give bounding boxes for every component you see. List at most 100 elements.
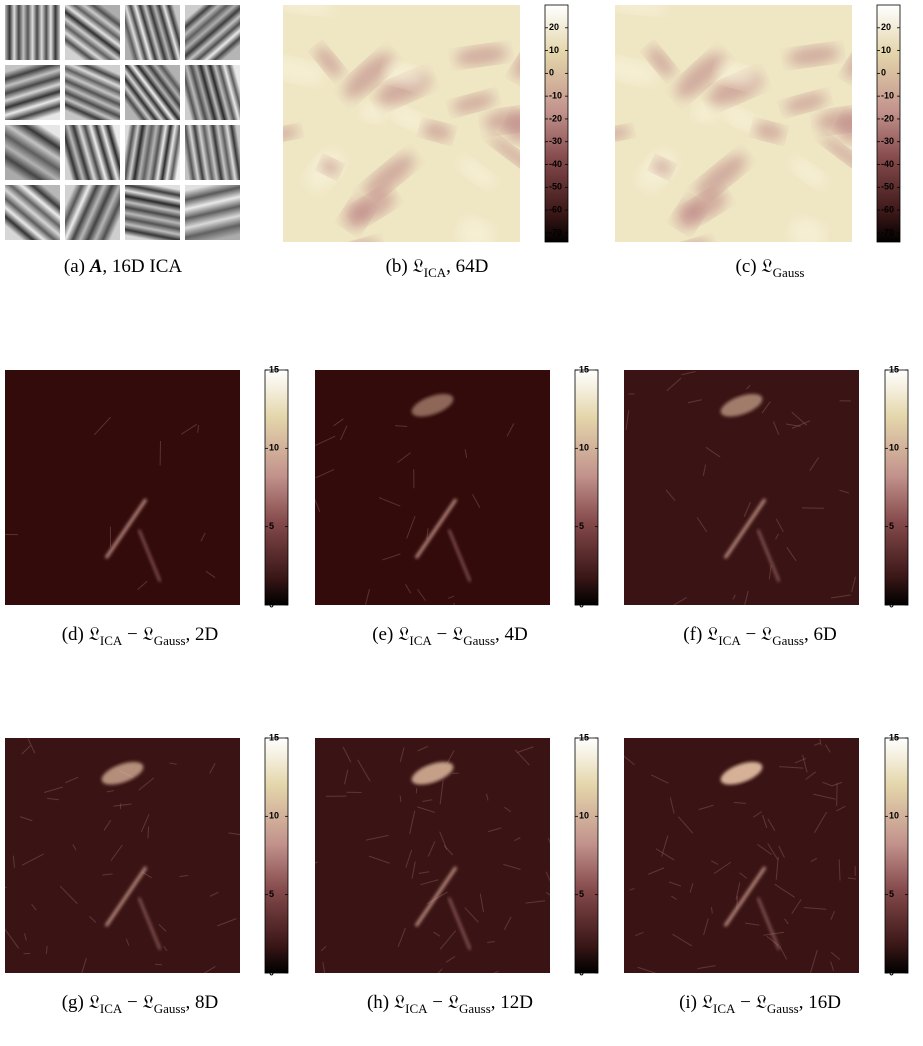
caption-part: , 16D ICA bbox=[102, 256, 182, 277]
filter-patch bbox=[125, 65, 180, 120]
caption-part: − 𝔏 bbox=[428, 992, 459, 1013]
caption-part: (g) bbox=[62, 992, 89, 1013]
caption-part: ICA bbox=[713, 1001, 736, 1016]
panel: (a) A, 16D ICA bbox=[5, 5, 240, 277]
caption-part: ICA bbox=[424, 265, 447, 280]
colorbar-tick-label: -20 bbox=[881, 113, 894, 123]
heatmap-streak bbox=[617, 531, 624, 535]
caption-part: − 𝔏 bbox=[741, 624, 772, 645]
caption-part: Gauss bbox=[463, 633, 495, 648]
filter-patch bbox=[185, 5, 240, 60]
colorbar-tick-label: -40 bbox=[881, 159, 894, 169]
colorbar-tick-label: -10 bbox=[881, 91, 894, 101]
caption-part: , 12D bbox=[491, 992, 533, 1013]
caption-part: , 8D bbox=[186, 992, 219, 1013]
figure: (a) A, 16D ICA20100-10-20-30-40-50-60-70… bbox=[0, 0, 923, 1046]
caption-part: Gauss bbox=[773, 265, 805, 280]
panel: 051015(h) 𝔏ICA − 𝔏Gauss, 12D bbox=[301, 732, 598, 1016]
caption-part: 𝔏 bbox=[394, 992, 405, 1013]
caption: (a) A, 16D ICA bbox=[64, 256, 183, 277]
colorbar-tick-label: 10 bbox=[269, 443, 279, 453]
colorbar-tick-label: -70 bbox=[881, 227, 894, 237]
caption-part: (e) bbox=[372, 624, 398, 645]
panel: 20100-10-20-30-40-50-60-70(b) 𝔏ICA, 64D bbox=[264, 0, 574, 280]
caption-part: − 𝔏 bbox=[122, 992, 153, 1013]
caption-part: 𝔏 bbox=[89, 624, 100, 645]
caption-part: , 4D bbox=[495, 624, 528, 645]
colorbar-tick-label: 15 bbox=[579, 732, 589, 742]
colorbar-tick-label: -40 bbox=[549, 159, 562, 169]
colorbar-tick-label: 10 bbox=[881, 45, 891, 55]
caption: (d) 𝔏ICA − 𝔏Gauss, 2D bbox=[62, 624, 219, 648]
caption-part: , 6D bbox=[804, 624, 837, 645]
caption-part: , 2D bbox=[186, 624, 219, 645]
colorbar-tick-label: 15 bbox=[269, 364, 279, 374]
heatmap-streak bbox=[148, 826, 149, 838]
caption-part: (i) bbox=[679, 992, 702, 1013]
caption-part: ICA bbox=[409, 633, 432, 648]
colorbar-tick-label: 0 bbox=[881, 68, 886, 78]
caption-part: 𝔏 bbox=[702, 992, 713, 1013]
heatmap-image bbox=[264, 0, 574, 267]
filter-patch bbox=[185, 125, 240, 180]
colorbar-tick-label: 5 bbox=[269, 889, 274, 899]
caption-part: , 16D bbox=[799, 992, 841, 1013]
colorbar-tick-label: 15 bbox=[889, 732, 899, 742]
heatmap-streak bbox=[837, 783, 838, 806]
caption-part: A bbox=[89, 256, 103, 277]
filter-patch bbox=[5, 125, 60, 180]
caption: (c) 𝔏Gauss bbox=[736, 256, 805, 280]
colorbar bbox=[575, 370, 598, 605]
colorbar-tick-label: 15 bbox=[579, 364, 589, 374]
colorbar-tick-label: 5 bbox=[579, 521, 584, 531]
heatmap-image bbox=[624, 738, 859, 974]
caption-part: ICA bbox=[100, 1001, 123, 1016]
colorbar-tick-label: -30 bbox=[881, 136, 894, 146]
colorbar-tick-label: 0 bbox=[549, 68, 554, 78]
colorbar-tick-label: 0 bbox=[269, 967, 274, 977]
caption-part: , 64D bbox=[446, 256, 488, 277]
colorbar-tick-label: 10 bbox=[579, 811, 589, 821]
heatmap-image bbox=[0, 370, 240, 605]
panel: 051015(f) 𝔏ICA − 𝔏Gauss, 6D bbox=[617, 364, 908, 648]
colorbar-tick-label: 5 bbox=[889, 889, 894, 899]
colorbar-tick-label: 0 bbox=[579, 599, 584, 609]
filter-patch bbox=[5, 185, 60, 240]
filter-patch bbox=[65, 65, 120, 120]
caption-part: − 𝔏 bbox=[122, 624, 153, 645]
caption: (b) 𝔏ICA, 64D bbox=[386, 256, 489, 280]
colorbar bbox=[265, 738, 288, 973]
heatmap-streak bbox=[302, 960, 315, 973]
filter-patch bbox=[185, 65, 240, 120]
panel: 20100-10-20-30-40-50-60-70(c) 𝔏Gauss bbox=[596, 0, 906, 280]
colorbar bbox=[885, 738, 908, 973]
colorbar-tick-label: -20 bbox=[549, 113, 562, 123]
heatmap-image bbox=[301, 738, 567, 980]
filter-patch bbox=[125, 125, 180, 180]
colorbar-tick-label: 0 bbox=[579, 967, 584, 977]
panel: 051015(i) 𝔏ICA − 𝔏Gauss, 16D bbox=[624, 732, 908, 1016]
colorbar-tick-label: 10 bbox=[549, 45, 559, 55]
colorbar-tick-label: -60 bbox=[881, 204, 894, 214]
caption-part: (f) bbox=[683, 624, 707, 645]
caption-part: Gauss bbox=[767, 1001, 799, 1016]
colorbar-tick-label: 20 bbox=[549, 22, 559, 32]
colorbar bbox=[265, 370, 288, 605]
caption: (f) 𝔏ICA − 𝔏Gauss, 6D bbox=[683, 624, 836, 648]
filter-patch bbox=[185, 185, 240, 240]
colorbar-tick-label: 5 bbox=[269, 521, 274, 531]
heatmap-image bbox=[617, 370, 859, 606]
caption-part: 𝔏 bbox=[761, 256, 772, 277]
caption-part: Gauss bbox=[154, 633, 186, 648]
filter-patch bbox=[65, 5, 120, 60]
caption-part: (a) bbox=[64, 256, 90, 277]
caption-part: − 𝔏 bbox=[432, 624, 463, 645]
caption-part: ICA bbox=[100, 633, 123, 648]
caption: (e) 𝔏ICA − 𝔏Gauss, 4D bbox=[372, 624, 528, 648]
caption-part: 𝔏 bbox=[398, 624, 409, 645]
colorbar-tick-label: 10 bbox=[889, 443, 899, 453]
caption-part: (c) bbox=[736, 256, 762, 277]
filter-patch bbox=[65, 125, 120, 180]
colorbar-tick-label: 5 bbox=[579, 889, 584, 899]
